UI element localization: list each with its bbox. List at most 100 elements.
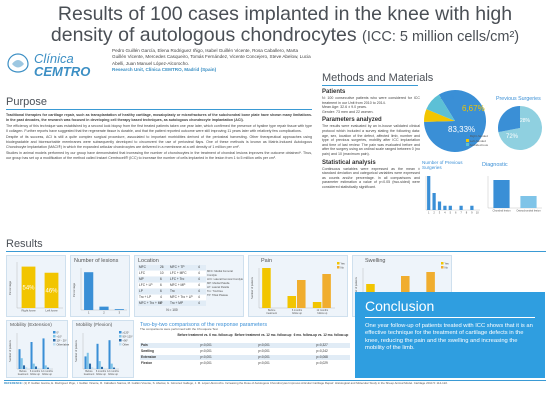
author-names: Pedro Guillén García, Elena Rodriguez Iñ… — [112, 48, 311, 66]
location-cell: 4 — [198, 271, 200, 275]
handedness-pie-panel: 10% 6,67% 83,33% — [422, 88, 488, 154]
bar — [35, 366, 38, 369]
location-legend-item: LFC: Lateral Femoral Condyle — [207, 278, 243, 281]
results-heading: Results — [6, 238, 43, 250]
bar — [30, 342, 33, 369]
bar-value-label: 54% — [22, 285, 35, 291]
footer-label: REFERENCE: — [4, 381, 23, 385]
bar — [84, 356, 87, 369]
prev-label-2: 72% — [506, 134, 519, 140]
bar — [101, 366, 104, 369]
category-label: 9 — [471, 211, 473, 215]
category-label: 3 — [439, 211, 441, 215]
bar — [493, 180, 510, 208]
clinic-logo: Clínica CEMTRO — [4, 50, 90, 88]
y-axis-label: Percentage — [72, 282, 76, 297]
legend-swatch — [337, 266, 340, 269]
bar — [427, 176, 431, 210]
y-axis-label: Percentage — [8, 280, 12, 295]
location-row: LFC + LP 6 MFC + MP 4 — [138, 283, 206, 288]
diagnostic-panel: Diagnostic Chondral lesion Osteochondral … — [482, 162, 546, 222]
num-lesions-chart: Percentage 1 2 3 — [72, 268, 127, 315]
category-label: 2 — [433, 211, 435, 215]
legend-item-right: Right-handed — [466, 134, 506, 139]
location-cell: 4 — [160, 295, 162, 299]
comparison-cell: p<0,001 — [258, 354, 270, 359]
comparison-subtitle: The comparisons were performed with the … — [140, 327, 218, 331]
mean-age: Mean Age: 32.6 ± 9.0 years. — [322, 105, 367, 110]
location-cell: MFC + Tro + LP — [170, 295, 193, 299]
location-legend-item: Tro: Trochlea — [207, 290, 223, 293]
legend-label: <90° — [123, 338, 128, 342]
pie-label-3: 83,33% — [448, 125, 475, 134]
location-cell: 4 — [160, 301, 162, 305]
category-label: 1 — [88, 311, 90, 315]
pie-slice — [424, 90, 486, 152]
params-heading: Parameters analyzed — [322, 117, 382, 124]
bar — [108, 340, 111, 369]
legend-label: Ambidextrous — [469, 143, 489, 148]
legend-label: Other/absent — [57, 342, 70, 346]
legend-swatch — [119, 335, 122, 338]
category-label: Before — [85, 370, 93, 373]
legend-swatch — [337, 262, 340, 265]
mobility-flex-title: Mobility (Flexion) — [76, 323, 113, 328]
comparison-cell: Swelling — [141, 348, 154, 353]
legend-item-ambi: Ambidextrous — [466, 143, 506, 148]
bar — [47, 367, 50, 369]
logo-line1: Clínica — [34, 51, 74, 66]
bar — [432, 193, 436, 210]
purpose-p4: Studies in animal models performed by ou… — [6, 151, 312, 160]
location-total: N = 100 — [166, 308, 178, 312]
bar — [20, 358, 23, 369]
category-label: Right knee — [21, 309, 36, 313]
stats-heading: Statistical analysis — [322, 159, 376, 166]
bar — [21, 266, 36, 308]
comparison-cell: p<0,001 — [200, 342, 212, 347]
comparison-cell: p<0,001 — [200, 354, 212, 359]
pie-slice — [426, 94, 455, 121]
conclusion-text: One year follow-up of patients treated w… — [365, 323, 533, 352]
category-label: 10 — [476, 211, 479, 215]
location-title: Location — [138, 258, 159, 264]
legend-label: Yes — [445, 261, 450, 265]
category-label: Osteochondral lesion — [516, 209, 541, 213]
category-label: Before — [19, 370, 27, 373]
location-row: LFC 10 LFC + MFC 4 — [138, 271, 206, 276]
diagnostic-chart: Chondral lesion Osteochondral lesion — [487, 176, 542, 213]
location-cell: 4 — [198, 283, 200, 287]
legend-label: No — [341, 265, 345, 269]
legend-label: Other — [123, 342, 130, 346]
location-legend-item: MFC: Medial Femoral Condyle — [207, 270, 233, 277]
mobility-ext-panel: Mobility (Extension) Number of patients B… — [6, 320, 72, 378]
bar — [443, 205, 447, 210]
comparison-title: Two-by-two comparisons of the response p… — [140, 322, 268, 328]
legend-label: Left-handed — [469, 138, 486, 143]
num-prev-chart: 1 2 3 4 5 6 7 8 9 10 — [425, 176, 480, 215]
legend-swatch — [119, 339, 122, 342]
category-label: 6 months — [96, 370, 107, 373]
comparison-cell: p=0,029 — [316, 360, 328, 365]
location-cell: MFC + TP — [170, 265, 185, 269]
footer-reference: REFERENCE: (1) P. Guillén García, E. Rod… — [4, 381, 546, 386]
legend-swatch — [119, 343, 122, 346]
bar — [18, 349, 21, 369]
location-cell: 26 — [160, 265, 164, 269]
num-lesions-title: Number of lesions — [74, 258, 119, 264]
num-lesions-panel: Number of lesions Percentage 1 2 3 — [70, 255, 130, 317]
category-label: 6 — [455, 211, 457, 215]
prev-surg-title: Previous Surgeries — [496, 96, 541, 102]
location-cell: 4 — [198, 295, 200, 299]
conclusion-box: Conclusion One year follow-up of patient… — [355, 292, 545, 378]
location-cell: Tro + LP — [139, 295, 152, 299]
prev-surg-pie: 28% 72% — [498, 106, 542, 150]
affected-limb-panel: Percentage 54% Right knee 46% Left knee — [6, 255, 66, 317]
comparison-header-cell: 6 mo. follow-up vs. 12 mo. follow-up — [293, 332, 349, 337]
category-label: 6 months — [30, 370, 41, 373]
pie-label-2: 6,67% — [462, 104, 485, 113]
legend-swatch — [53, 335, 56, 338]
comparison-cell: Flexion — [141, 360, 153, 365]
bar — [23, 365, 26, 369]
bar — [448, 205, 452, 210]
